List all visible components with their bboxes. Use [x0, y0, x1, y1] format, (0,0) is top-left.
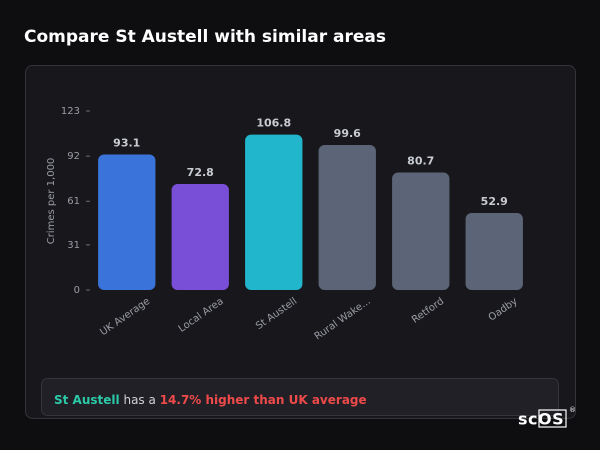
- bar: [318, 145, 376, 290]
- summary-text: has a: [123, 393, 155, 407]
- value-label: 106.8: [256, 117, 291, 130]
- value-label: 93.1: [113, 137, 140, 150]
- logo: scOS: [518, 410, 564, 429]
- logo-mark: ®: [569, 406, 576, 414]
- y-tick-label: 61: [67, 196, 80, 207]
- bar: [245, 134, 303, 290]
- summary-difference: 14.7% higher than UK average: [160, 393, 367, 407]
- summary: St Austell has a 14.7% higher than UK av…: [54, 393, 367, 407]
- value-label: 72.8: [187, 166, 214, 179]
- bar: [392, 172, 450, 290]
- y-tick-label: 123: [61, 106, 80, 117]
- y-tick-label: 92: [67, 151, 80, 162]
- summary-area: St Austell: [54, 393, 120, 407]
- y-tick-label: 31: [67, 240, 80, 251]
- value-label: 80.7: [407, 155, 434, 168]
- value-label: 99.6: [334, 127, 361, 140]
- value-label: 52.9: [481, 195, 508, 208]
- y-axis-label: Crimes per 1,000: [46, 158, 57, 245]
- bar: [171, 184, 229, 290]
- bar: [465, 213, 523, 290]
- page-title: Compare St Austell with similar areas: [24, 27, 386, 47]
- bar: [98, 154, 156, 290]
- logo-box: [538, 409, 567, 428]
- summary-box: [41, 378, 559, 416]
- y-tick-label: 0: [74, 285, 80, 296]
